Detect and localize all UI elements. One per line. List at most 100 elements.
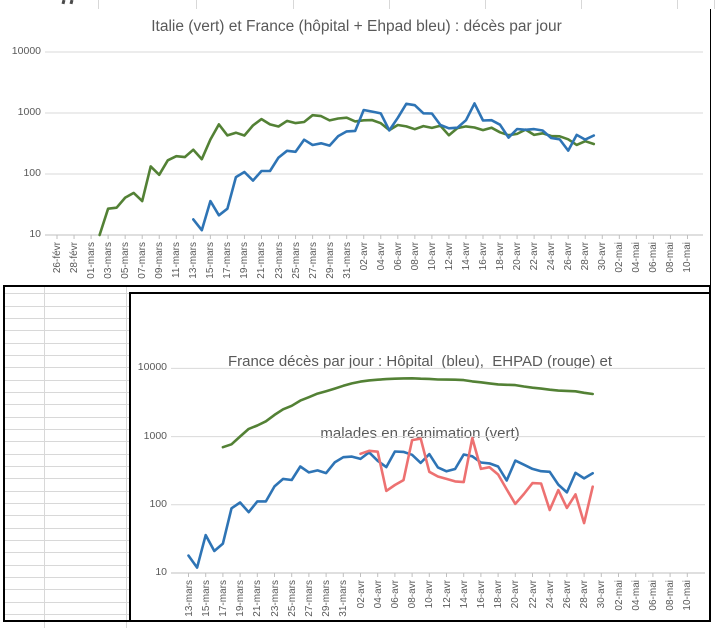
sheet-gridline bbox=[4, 613, 129, 615]
x-axis-label: 22-avr bbox=[527, 580, 539, 609]
sheet-gridline bbox=[677, 0, 678, 9]
x-axis-label: 14-avr bbox=[460, 242, 472, 271]
x-axis-label: 01-mars bbox=[86, 242, 98, 279]
x-axis-label: 20-avr bbox=[510, 580, 522, 609]
x-axis-label: 28-avr bbox=[579, 580, 591, 609]
sheet-gridline bbox=[4, 342, 129, 344]
series-line-reanimation bbox=[221, 377, 595, 449]
x-axis-label: 08-mai bbox=[665, 242, 677, 273]
x-axis-label: 29-mars bbox=[321, 580, 333, 617]
sheet-gridline bbox=[4, 502, 129, 504]
x-axis-label: 13-mars bbox=[183, 580, 195, 617]
x-axis-label: 15-mars bbox=[200, 580, 212, 617]
y-axis-label: 1000 bbox=[143, 429, 167, 442]
sheet-gridline bbox=[4, 539, 129, 541]
series-line-italie bbox=[98, 113, 596, 237]
x-axis-label: 11-mars bbox=[171, 242, 183, 278]
sheet-gridline bbox=[4, 478, 129, 480]
x-axis-label: 29-mars bbox=[324, 242, 336, 279]
x-axis-label: 06-mai bbox=[648, 242, 660, 273]
x-axis-label: 05-mars bbox=[120, 242, 132, 279]
x-axis-label: 04-mai bbox=[630, 580, 642, 611]
x-axis-label: 10-mai bbox=[682, 580, 694, 611]
x-axis-label: 09-mars bbox=[154, 242, 166, 279]
x-axis-label: 03-mars bbox=[103, 242, 115, 279]
sheet-gridline bbox=[4, 564, 129, 566]
x-axis-label: 21-mars bbox=[256, 242, 268, 279]
sheet-gridline bbox=[4, 391, 129, 393]
sheet-gridline bbox=[43, 285, 45, 628]
x-axis-label: 02-mai bbox=[614, 242, 626, 273]
sheet-gridline bbox=[485, 0, 486, 9]
sheet-gridline bbox=[4, 428, 129, 430]
y-axis-label: 10 bbox=[29, 228, 41, 240]
sheet-gridline bbox=[4, 515, 129, 517]
sheet-gridline bbox=[4, 379, 129, 381]
y-axis-label: 100 bbox=[149, 497, 167, 510]
series-line-ehpad bbox=[359, 436, 595, 525]
x-axis-label: 17-mars bbox=[217, 580, 229, 617]
x-axis-label: 17-mars bbox=[222, 242, 234, 279]
x-axis-label: 04-avr bbox=[372, 580, 384, 609]
sheet-gridline bbox=[293, 0, 294, 9]
sheet-gridline bbox=[389, 0, 390, 9]
sheet-gridline bbox=[4, 293, 129, 295]
x-axis-label: 10-avr bbox=[424, 580, 436, 609]
x-axis-label: 02-avr bbox=[355, 580, 367, 609]
x-axis-label: 02-mai bbox=[613, 580, 625, 611]
x-axis-label: 10-avr bbox=[426, 242, 438, 271]
sheet-gridline bbox=[4, 589, 129, 591]
sheet-gridline bbox=[4, 576, 129, 578]
sheet-gridline bbox=[98, 0, 99, 9]
x-axis-label: 06-avr bbox=[389, 580, 401, 609]
x-axis-label: 16-avr bbox=[478, 242, 489, 271]
x-axis-label: 20-avr bbox=[512, 242, 524, 271]
x-axis-label: 06-avr bbox=[392, 242, 404, 271]
y-axis-label: 10000 bbox=[137, 361, 167, 374]
x-axis-label: 18-avr bbox=[495, 242, 507, 271]
sheet-gridline bbox=[581, 0, 582, 9]
x-axis-label: 12-avr bbox=[441, 580, 453, 609]
sheet-gridline bbox=[4, 367, 129, 369]
x-axis-label: 28-avr bbox=[580, 242, 592, 271]
sheet-gridline bbox=[196, 0, 197, 9]
x-axis-label: 08-mai bbox=[665, 580, 677, 611]
y-axis-label: 100 bbox=[23, 167, 41, 179]
sheet-gridline bbox=[4, 441, 129, 443]
x-axis-label: 18-avr bbox=[493, 580, 505, 609]
sheet-gridline bbox=[4, 330, 129, 332]
x-axis-label: 22-avr bbox=[529, 242, 541, 271]
x-axis-label: 16-avr bbox=[475, 580, 487, 609]
x-axis-label: 13-mars bbox=[188, 242, 200, 279]
sheet-gridline bbox=[4, 305, 129, 307]
sheet-gridline bbox=[4, 453, 129, 455]
sheet-gridline bbox=[125, 285, 127, 628]
x-axis-label: 19-mars bbox=[239, 242, 251, 279]
y-axis-label: 10000 bbox=[11, 45, 41, 57]
plot-area bbox=[45, 51, 703, 239]
x-axis-label: 27-mars bbox=[307, 242, 319, 279]
sheet-gridline bbox=[4, 354, 129, 356]
sheet-gridline bbox=[4, 527, 129, 529]
x-axis-label: 02-avr bbox=[358, 242, 370, 271]
x-axis-label: 10-mai bbox=[682, 242, 694, 273]
chart-title-line1: France décès par jour : Hôpital (bleu), … bbox=[227, 353, 613, 370]
x-axis-label: 15-mars bbox=[205, 242, 217, 279]
sheet-gridline bbox=[714, 0, 715, 9]
plot-area bbox=[171, 367, 705, 577]
chart-italie-france[interactable]: Italie (vert) et France (hôpital + Ehpad… bbox=[3, 9, 710, 287]
x-axis-label: 23-mars bbox=[273, 242, 285, 279]
x-axis-label: 04-avr bbox=[375, 242, 387, 271]
x-axis-label: 24-avr bbox=[544, 580, 556, 609]
sheet-gridline bbox=[4, 317, 129, 319]
chart-france-detail[interactable]: France décès par jour : Hôpital (bleu), … bbox=[129, 292, 711, 622]
x-axis-label: 31-mars bbox=[338, 580, 350, 617]
series-line-france-hopital-ehpad bbox=[192, 102, 596, 232]
sheet-gridline bbox=[4, 416, 129, 418]
x-axis-label: 23-mars bbox=[269, 580, 281, 617]
x-axis-label: 21-mars bbox=[252, 580, 264, 617]
chart-title: Italie (vert) et France (hôpital + Ehpad… bbox=[151, 18, 562, 35]
x-axis-label: 28-févr bbox=[69, 242, 81, 274]
clipped-cell-text-fragment bbox=[69, 0, 74, 5]
